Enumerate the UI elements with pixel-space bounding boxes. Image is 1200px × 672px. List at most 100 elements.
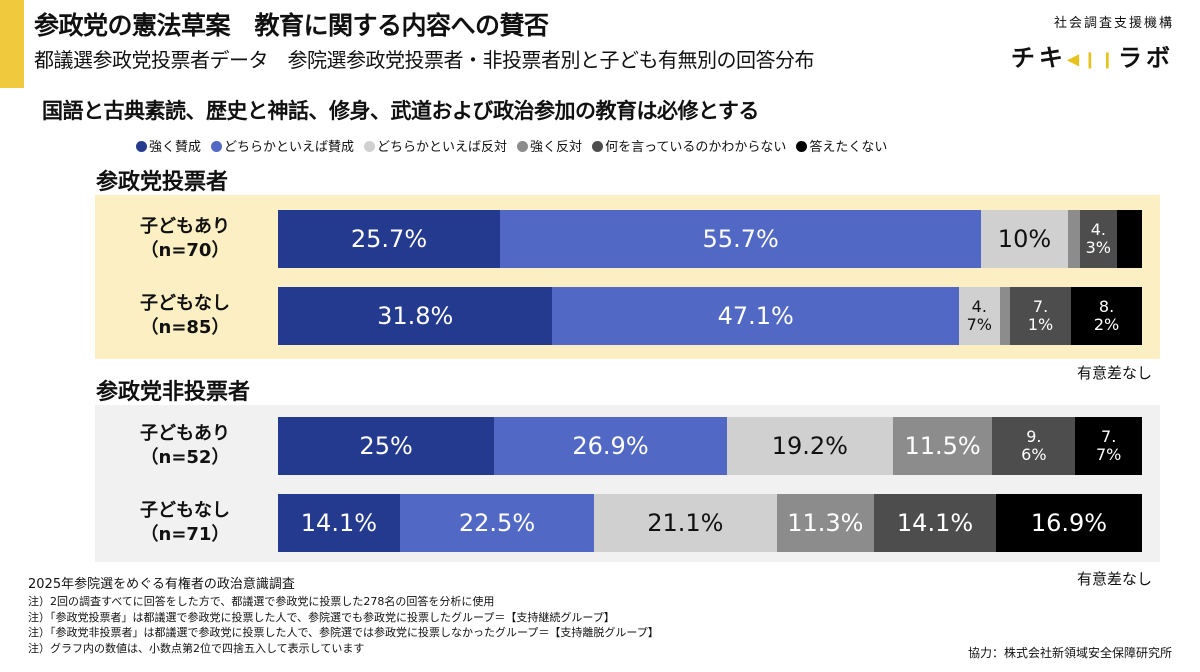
legend-item: どちらかといえば賛成 [211,136,354,155]
data-label: 10% [997,225,1052,253]
bar-segment-6 [1116,210,1142,268]
data-label: 55.7% [702,225,779,253]
data-label: 26.9% [572,432,649,460]
legend-label: 強く反対 [530,140,583,155]
bar-segment-4: 11.5% [892,417,993,475]
chart-title: 国語と古典素読、歴史と神話、修身、武道および政治参加の教育は必修とする [42,99,759,123]
data-label: 25% [359,432,413,460]
row-label-line: （n=52） [140,447,230,468]
data-label: 31.8% [377,302,454,330]
note: 注）グラフ内の数値は、小数点第2位で四捨五入して表示しています [28,641,365,655]
bar-segment-2: 55.7% [500,210,982,268]
legend-swatch [796,141,808,152]
note: 注）2回の調査すべてに回答をした方で、都議選で参政党に投票した278名の回答を分… [28,595,495,608]
footnotes: 2025年参院選をめぐる有権者の政治意識調査 注）2回の調査すべてに回答をした方… [28,576,659,656]
legend-swatch [364,141,376,152]
page-subtitle: 都議選参政党投票者データ 参院選参政党投票者・非投票者別と子ども有無別の回答分布 [34,48,815,72]
bar-segment-5: 7.1% [1009,287,1072,345]
data-label: 47.1% [717,302,794,330]
row-label-line: 子どもあり [140,423,230,444]
bar-segment-3: 21.1% [594,494,777,552]
bar-segment-1: 31.8% [278,287,553,345]
row-label: 子どもあり （n=70） [110,215,260,263]
data-label-text: 4.7% [966,297,992,334]
bar-segment-6: 8.2% [1071,287,1142,345]
legend-label: どちらかといえば賛成 [224,140,355,155]
legend: 強く賛成 どちらかといえば賛成 どちらかといえば反対 強く反対 何を言っているのかわから… [136,136,887,155]
bar-segment-1: 25% [278,417,495,475]
data-label: 14.1% [896,509,974,537]
row-label-line: （n=71） [140,524,230,545]
row-label-line: 子どもなし [140,293,230,314]
legend-label: 強く賛成 [149,140,202,155]
legend-item: 答えたくない [796,136,887,155]
bar-segment-5: 4.3% [1079,210,1117,268]
row-label-line: （n=85） [140,317,230,338]
data-label: 14.1% [300,509,378,537]
legend-swatch [592,141,604,152]
row-label-line: （n=70） [140,240,230,261]
legend-item: 強く賛成 [136,136,201,155]
accent-bar [0,0,24,88]
data-label-text: 4.3% [1085,220,1112,257]
note: 注）「参政党非投票者」は都議選で参政党に投票した人で、参院選では参政党に投票しな… [28,626,659,639]
bar-segment-6: 16.9% [995,494,1142,552]
data-label-text: 9.6% [1021,427,1047,464]
legend-label: 答えたくない [809,140,888,155]
data-label: 25.7% [350,225,428,253]
legend-item: どちらかといえば反対 [364,136,507,155]
legend-swatch [136,141,147,152]
page-title: 参政党の憲法草案 教育に関する内容への賛否 [34,11,549,40]
bar-segment-4: 11.3% [776,494,875,552]
data-label: 21.1% [647,509,724,537]
data-label: 4.3% [1081,221,1116,257]
bar-segment-3: 10% [981,210,1068,268]
bar-segment-5: 14.1% [874,494,996,552]
stacked-bar: 25% 26.9% 19.2% 11.5% 9.6% 7.7% [278,417,1142,475]
stacked-bar: 25.7% 55.7% 10% 4.3% [278,210,1142,268]
legend-swatch [211,141,223,152]
bar-segment-2: 26.9% [494,417,727,475]
credit: 協力：株式会社新領域安全保障研究所 [967,646,1172,660]
bar-segment-2: 22.5% [399,494,595,552]
legend-item: 強く反対 [517,136,582,155]
data-label-text: 7.7% [1095,427,1122,464]
data-label: 19.2% [771,432,848,460]
stacked-bar: 14.1% 22.5% 21.1% 11.3% 14.1% 16.9% [278,494,1142,552]
stacked-bar: 31.8% 47.1% 4.7% 7.1% 8.2% [278,287,1142,345]
row-label: 子どもなし （n=85） [110,292,260,340]
bar-segment-1: 25.7% [278,210,501,268]
data-label-text: 8.2% [1093,297,1120,334]
row-label: 子どもなし （n=71） [110,499,260,547]
bar-segment-3: 4.7% [959,287,1000,345]
bar-segment-2: 47.1% [552,287,959,345]
logo: チキ◀❙❙ラボ [1011,38,1174,73]
legend-label: どちらかといえば反対 [377,140,508,155]
row-label: 子どもあり （n=52） [110,422,260,470]
survey-source: 2025年参院選をめぐる有権者の政治意識調査 [28,577,295,592]
bar-segment-5: 9.6% [992,417,1076,475]
megaphone-icon: ◀❙❙ [1066,49,1118,69]
data-label: 22.5% [458,509,536,537]
legend-item: 何を言っているのかわからない [592,136,786,155]
data-label: 11.5% [904,432,981,460]
note: 注）「参政党投票者」は都議選で参政党に投票した人で、参院選でも参政党に投票したグ… [28,610,615,624]
data-label: 7.7% [1091,428,1126,464]
bar-segment-4 [999,287,1010,345]
org-name: 社会調査支援機構 [1053,16,1174,31]
data-label: 9.6% [1016,428,1051,464]
significance-note: 有意差なし [1076,364,1152,382]
bar-segment-4 [1067,210,1080,268]
data-label: 16.9% [1030,509,1108,537]
bar-segment-1: 14.1% [278,494,400,552]
bar-segment-3: 19.2% [726,417,893,475]
logo-right: ラボ [1118,44,1174,72]
row-label-line: 子どもあり [140,216,230,237]
data-label: 7.1% [1023,298,1058,334]
row-label-line: 子どもなし [140,500,230,521]
legend-label: 何を言っているのかわからない [605,140,787,155]
significance-note: 有意差なし [1076,570,1152,588]
bar-segment-6: 7.7% [1075,417,1142,475]
data-label: 4.7% [962,298,997,334]
data-label: 11.3% [787,509,864,537]
